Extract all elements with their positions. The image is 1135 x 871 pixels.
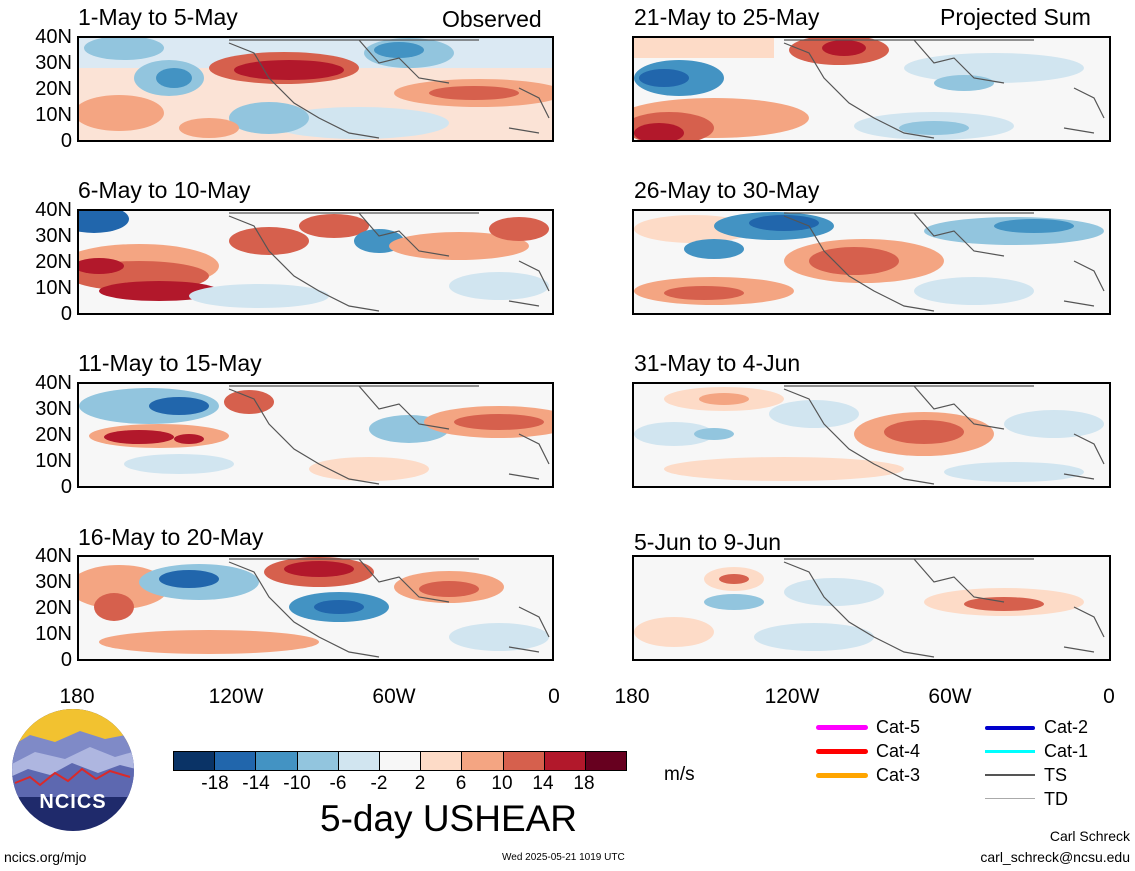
timestamp: Wed 2025-05-21 1019 UTC [502,852,625,863]
y-tick-label: 30N [35,52,72,74]
shear-map [634,557,1109,659]
legend-label-cat1: Cat-1 [1044,741,1089,761]
ncics-logo: NCICS [10,707,136,833]
y-tick-label: 30N [35,571,72,593]
y-tick-label: 10N [35,623,72,645]
colorbar [173,751,627,771]
y-tick-label: 20N [35,251,72,273]
shear-map [634,38,1109,140]
shear-map [79,211,552,313]
units-label: m/s [664,764,695,785]
colorbar-swatch [214,752,256,770]
map-panel-obs-4 [77,555,554,661]
logo-text: NCICS [39,791,107,813]
panel-label-projected: Projected Sum [940,4,1091,30]
legend-line-td [985,798,1035,799]
colorbar-label: -6 [329,773,347,794]
x-tick-label: 0 [1103,685,1115,708]
shear-map [634,384,1109,486]
map-panel-proj-2 [632,209,1111,315]
legend-line-cat5 [816,725,868,730]
logo-graphic [12,709,134,831]
panel-title-7: 16-May to 20-May [78,524,264,550]
colorbar-swatch [337,752,379,770]
author-email[interactable]: carl_schreck@ncsu.edu [980,849,1130,865]
colorbar-label: -14 [242,773,270,794]
legend-label-cat4: Cat-4 [876,741,921,761]
y-tick-label: 0 [60,303,72,325]
legend-label-cat3: Cat-3 [876,765,921,785]
colorbar-swatch [461,752,503,770]
map-panel-obs-1 [77,36,554,142]
colorbar-label: 6 [455,773,467,794]
y-tick-label: 20N [35,424,72,446]
x-tick-label: 120W [208,685,264,708]
colorbar-swatch [378,752,421,770]
y-tick-label: 0 [60,649,72,671]
y-tick-label: 0 [60,130,72,152]
panel-title-1: 1-May to 5-May [78,4,238,30]
y-tick-label: 40N [35,545,72,567]
shear-map [79,384,552,486]
site-link[interactable]: ncics.org/mjo [4,849,87,865]
legend-label-ts: TS [1044,765,1068,785]
shear-map [79,557,552,659]
panel-title-6: 31-May to 4-Jun [634,350,801,376]
panel-title-5: 11-May to 15-May [78,350,262,376]
y-tick-label: 40N [35,372,72,394]
map-panel-obs-3 [77,382,554,488]
map-panel-obs-2 [77,209,554,315]
colorbar-swatch [255,752,297,770]
colorbar-swatch [543,752,585,770]
colorbar-swatch [296,752,338,770]
colorbar-swatch [420,752,462,770]
main-title: 5-day USHEAR [320,798,578,839]
legend-label-cat5: Cat-5 [876,717,921,737]
colorbar-label: -10 [283,773,311,794]
x-tick-label: 180 [59,685,95,708]
colorbar-label: -18 [201,773,229,794]
colorbar-label: 2 [414,773,426,794]
panel-title-3: 6-May to 10-May [78,177,251,203]
legend-line-ts [985,774,1035,776]
y-tick-label: 40N [35,26,72,48]
author: Carl Schreck [1049,828,1130,844]
y-tick-label: 20N [35,597,72,619]
legend-label-td: TD [1044,789,1068,809]
colorbar-label: -2 [370,773,388,794]
legend-line-cat3 [816,773,868,778]
map-panel-proj-3 [632,382,1111,488]
colorbar-label: 10 [491,773,513,794]
x-tick-label: 120W [764,685,820,708]
panel-label-observed: Observed [442,6,542,32]
legend-line-cat1 [985,750,1035,753]
y-tick-label: 40N [35,199,72,221]
x-tick-label: 180 [614,685,650,708]
y-tick-label: 10N [35,450,72,472]
shear-map [79,38,552,140]
shear-map [634,211,1109,313]
y-tick-label: 10N [35,104,72,126]
legend-line-cat2 [985,726,1035,730]
x-tick-label: 60W [372,685,416,708]
legend-line-cat4 [816,749,868,754]
colorbar-swatch [174,752,215,770]
colorbar-label: 18 [573,773,595,794]
legend-label-cat2: Cat-2 [1044,717,1089,737]
x-tick-label: 0 [548,685,560,708]
colorbar-label: 14 [532,773,554,794]
y-tick-label: 20N [35,78,72,100]
colorbar-swatch [502,752,544,770]
y-tick-label: 30N [35,225,72,247]
colorbar-swatch [584,752,627,770]
panel-title-2: 21-May to 25-May [634,4,820,30]
panel-title-4: 26-May to 30-May [634,177,820,203]
y-tick-label: 10N [35,277,72,299]
x-tick-label: 60W [928,685,972,708]
map-panel-proj-1 [632,36,1111,142]
y-tick-label: 0 [60,476,72,498]
map-panel-proj-4 [632,555,1111,661]
panel-title-8: 5-Jun to 9-Jun [634,529,782,555]
y-tick-label: 30N [35,398,72,420]
